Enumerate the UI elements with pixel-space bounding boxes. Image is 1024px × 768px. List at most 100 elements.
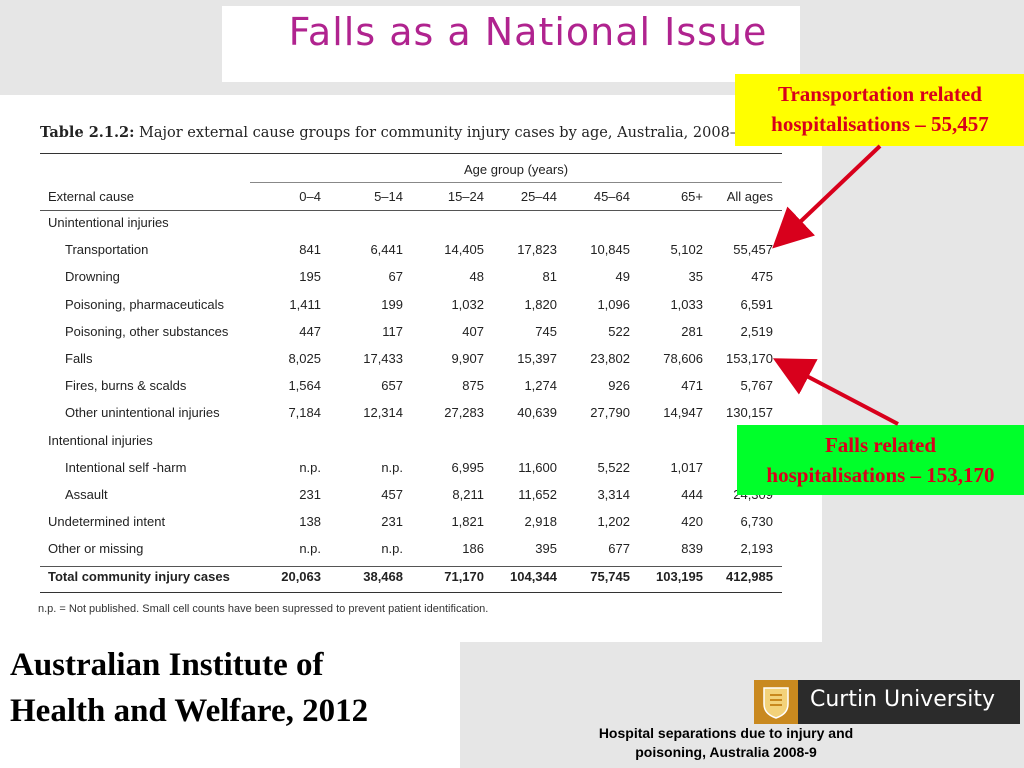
table-row: Falls 8,025 17,433 9,907 15,397 23,802 78,606 1… [40,351,782,378]
table-cell: 20,063 [281,568,321,584]
table-cell: 3,314 [597,487,630,502]
table-cell: 231 [299,487,321,502]
table-cell: 2,193 [740,541,773,557]
table-top-rule [40,153,782,154]
table-cell: 23,802 [590,351,630,366]
header-col-1: 0–4 [299,189,321,204]
table-bottom-rule [40,592,782,593]
falls-callout: Falls related hospitalisations – 153,170 [737,425,1024,495]
table-cell: 5,102 [670,242,703,258]
logo-text: Curtin University [810,687,996,712]
table-cell: 395 [535,541,557,557]
table-cell: 5,522 [597,459,630,475]
table-cell: 55,457 [733,242,773,258]
source-line1: Australian Institute of [10,647,324,683]
table-cell: 6,591 [740,296,773,312]
table-cell: 412,985 [726,568,773,584]
header-col-3: 15–24 [447,189,484,204]
row-label: Intentional self -harm [65,459,187,475]
table-cell: 10,845 [590,242,630,258]
table-cell: 841 [299,242,321,258]
table-row: Other or missing n.p. n.p. 186 395 677 839 2,19… [40,541,782,568]
table-cell: 104,344 [510,568,557,584]
header-col-6: 65+ [680,189,703,204]
row-label: Undetermined intent [48,514,166,530]
source-line2: Health and Welfare, 2012 [10,693,369,729]
table-cell: 153,170 [726,351,773,366]
table-cell: 839 [681,541,703,557]
table-row: Fires, burns & scalds 1,564 657 875 1,274 926… [40,378,782,405]
total-top-rule [40,566,782,567]
table-cell: 5,767 [740,378,773,394]
table-cell: 15,397 [517,351,557,366]
header-bottom-rule [40,210,782,211]
table-cell: 420 [681,514,703,530]
table-row: Drowning 195 67 48 81 49 35 475 [40,269,782,296]
age-group-rule [250,182,782,183]
table-cell: 78,606 [663,351,703,366]
falls-callout-line2: hospitalisations – 153,170 [766,463,995,487]
table-cell: n.p. [299,459,321,475]
row-label: Other unintentional injuries [65,405,220,421]
table-cell: 475 [751,269,773,285]
slide-title: Falls as a National Issue [288,10,768,54]
table-cell: 522 [608,323,630,339]
header-col-4: 25–44 [520,189,557,204]
table-cell: 186 [462,541,484,557]
transport-callout-line1: Transportation related [778,82,982,106]
row-label: Poisoning, other substances [65,323,229,339]
table-row: Total community injury cases 20,063 38,468… [40,569,782,596]
row-label: Poisoning, pharmaceuticals [65,296,224,312]
table-cell: 457 [381,487,403,502]
caption-line2: poisoning, Australia 2008-9 [635,744,817,760]
header-col-5: 45–64 [593,189,630,204]
table-cell: 17,823 [517,242,557,258]
row-label: Unintentional injuries [48,215,169,230]
title-background [222,6,800,82]
table-cell: 1,274 [524,378,557,394]
table-row: Transportation 841 6,441 14,405 17,823 10,845… [40,242,782,269]
university-crest-icon [754,680,798,724]
table-cell: 81 [542,269,557,285]
table-cell: 8,025 [288,351,321,366]
row-label: Intentional injuries [48,432,153,448]
table-cell: 1,411 [289,296,321,312]
table-cell: 71,170 [444,568,484,584]
table-cell: n.p. [381,541,403,557]
row-label: Falls [65,351,93,366]
table-cell: 1,564 [288,378,321,394]
table-row: Undetermined intent 138 231 1,821 2,918 1,202… [40,514,782,541]
table-cell: n.p. [299,541,321,557]
table-row: Poisoning, pharmaceuticals 1,411 199 1,032 1… [40,297,782,324]
table-footnote: n.p. = Not published. Small cell counts … [38,603,489,615]
table-cell: 6,730 [740,514,773,530]
table-cell: 11,600 [518,459,557,475]
header-col-7: All ages [726,189,773,204]
header-external-cause: External cause [48,189,134,204]
table-caption: Table 2.1.2: Major external cause groups… [40,124,740,141]
table-cell: 745 [535,323,557,339]
table-cell: 444 [681,487,703,502]
curtin-logo: Curtin University [754,680,1020,724]
table-cell: 8,211 [452,487,484,502]
table-cell: 35 [688,269,703,285]
table-cell: 926 [608,378,630,394]
transport-callout-line2: hospitalisations – 55,457 [771,112,989,136]
table-cell: 6,995 [451,459,484,475]
table-cell: 1,017 [670,459,703,475]
row-label: Transportation [65,242,149,258]
table-cell: 12,314 [363,405,403,421]
table-cell: 2,519 [740,323,773,339]
table-cell: 130,157 [726,405,773,421]
falls-callout-line1: Falls related [824,433,936,457]
table-cell: 2,918 [524,514,557,530]
age-group-header: Age group (years) [463,162,569,177]
table-cell: 27,283 [444,405,484,421]
source-citation: Australian Institute of Health and Welfa… [10,642,368,734]
row-label: Assault [65,487,108,502]
table-row: Other unintentional injuries 7,184 12,314 2… [40,405,782,432]
table-cell: 657 [381,378,403,394]
table-cell: 231 [381,514,403,530]
table-cell: 471 [681,378,703,394]
table-cell: 138 [299,514,321,530]
